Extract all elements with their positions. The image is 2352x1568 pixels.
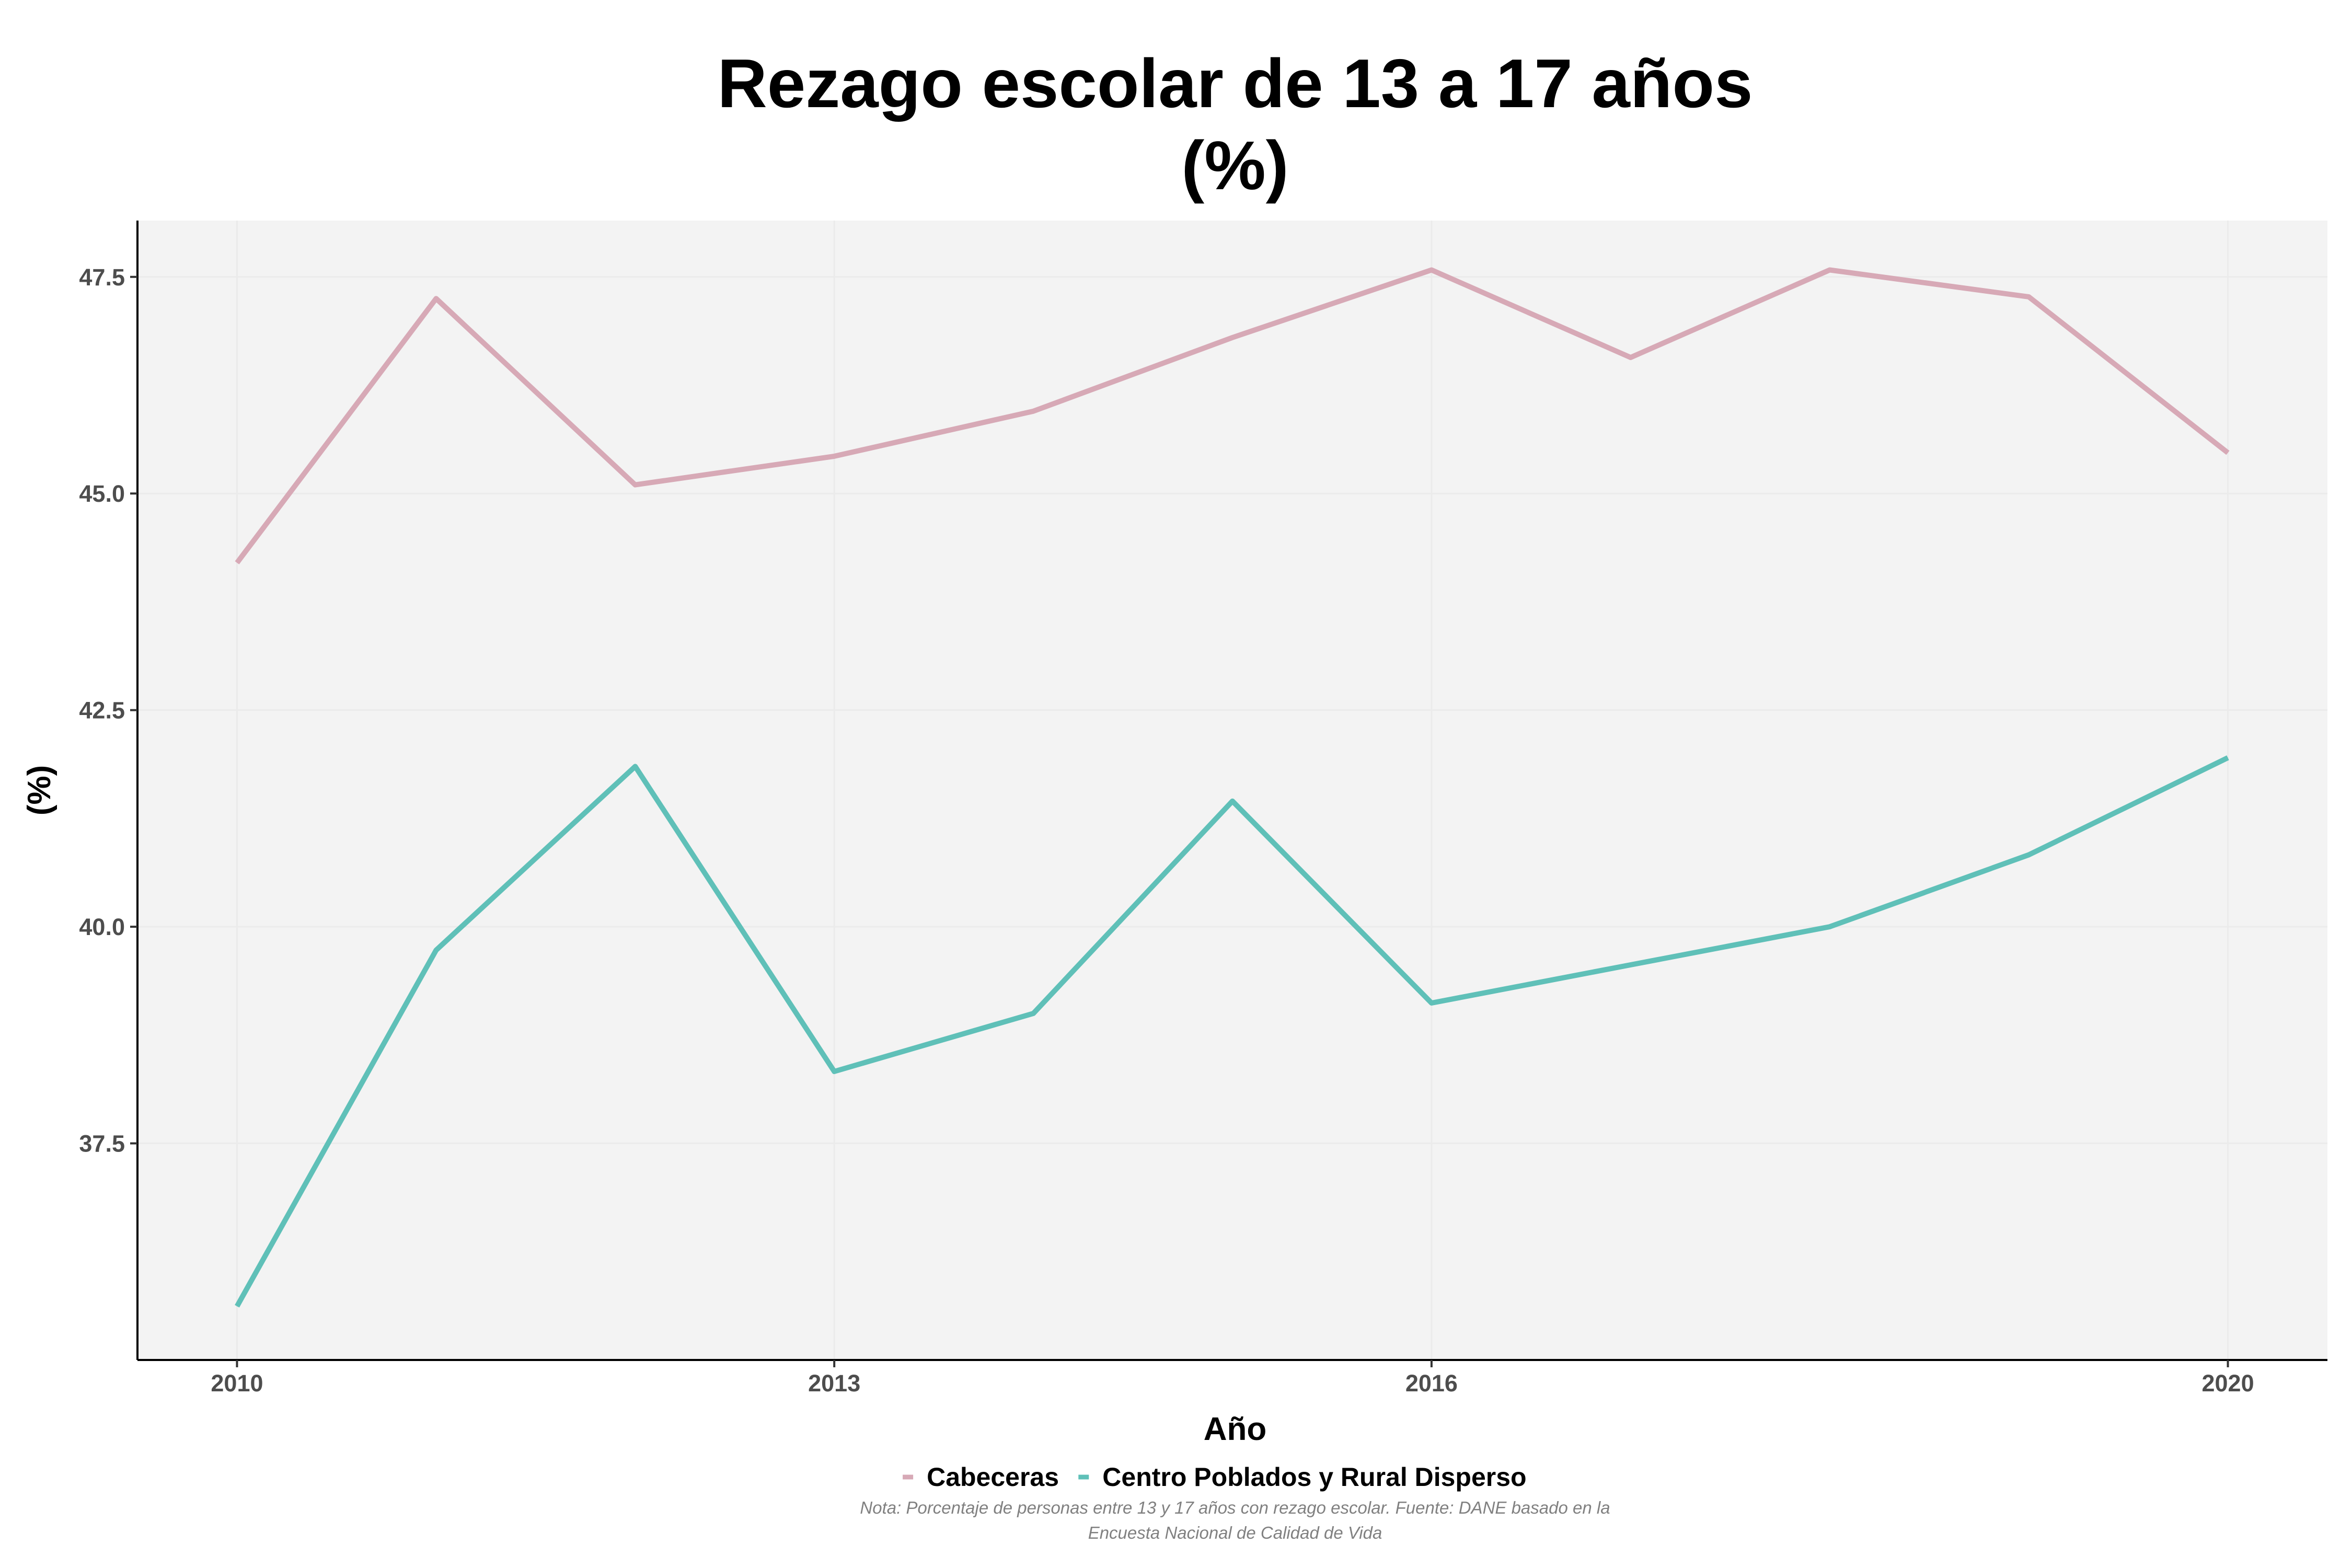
y-axis-label: (%) [21, 765, 57, 815]
chart-title: Rezago escolar de 13 a 17 años [718, 45, 1753, 122]
y-tick-label: 37.5 [79, 1131, 125, 1157]
chart-titles: Rezago escolar de 13 a 17 años (%) [718, 45, 1753, 204]
x-tick-label: 2016 [1405, 1370, 1458, 1397]
y-tick-label: 40.0 [79, 914, 125, 940]
x-tick-label: 2010 [211, 1370, 263, 1397]
series-lines [235, 267, 2230, 1308]
legend-label: Centro Poblados y Rural Disperso [1102, 1462, 1526, 1492]
y-tick-label: 42.5 [79, 697, 125, 724]
note-line-2: Encuesta Nacional de Calidad de Vida [1088, 1523, 1382, 1542]
y-tick-label: 45.0 [79, 480, 125, 507]
grid-lines [137, 221, 2327, 1360]
data-point [1431, 1002, 1432, 1004]
x-axis-ticks: 2010 2013 2016 2020 [211, 1360, 2254, 1397]
note-line-1: Nota: Porcentaje de personas entre 13 y … [860, 1498, 1610, 1517]
legend: Cabeceras Centro Poblados y Rural Dispers… [903, 1462, 1527, 1492]
data-point [2028, 296, 2030, 297]
plot-panel [137, 221, 2327, 1360]
chart-note: Nota: Porcentaje de personas entre 13 y … [860, 1498, 1610, 1542]
data-point [1630, 357, 1631, 358]
y-tick-label: 47.5 [79, 264, 125, 291]
x-axis-label: Año [1204, 1411, 1267, 1447]
x-tick-label: 2013 [808, 1370, 860, 1397]
x-tick-label: 2020 [2201, 1370, 2254, 1397]
data-point [635, 766, 636, 767]
chart-subtitle: (%) [1181, 127, 1288, 204]
y-axis-ticks: 37.5 40.0 42.5 45.0 47.5 [79, 264, 137, 1157]
legend-label: Cabeceras [927, 1462, 1059, 1492]
data-point [1232, 337, 1233, 338]
